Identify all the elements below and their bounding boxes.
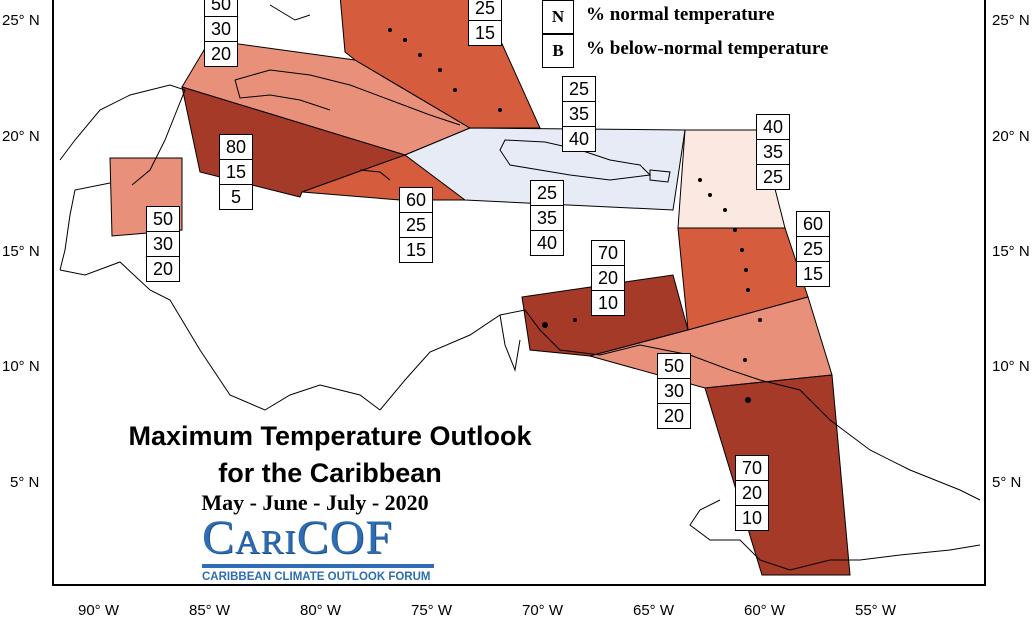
- prob-box-trinidad: 50 30 20: [657, 353, 691, 429]
- lon-label-75w: 75° W: [411, 602, 453, 619]
- prob-above: 60: [802, 214, 824, 234]
- lat-label-20n-right: 20° N: [992, 128, 1030, 145]
- forecast-period: May - June - July - 2020: [201, 490, 429, 515]
- map-title-line1: Maximum Temperature Outlook: [128, 421, 532, 451]
- prob-above: 70: [741, 458, 763, 478]
- prob-normal: 25: [400, 212, 432, 237]
- prob-normal: 35: [563, 101, 595, 126]
- legend-label-below: % below-normal temperature: [586, 38, 829, 59]
- prob-above: 80: [225, 137, 247, 157]
- lon-label-90w: 90° W: [78, 602, 120, 619]
- lat-label-25n: 25° N: [2, 12, 40, 29]
- prob-below: 20: [205, 41, 237, 66]
- prob-below: 40: [563, 126, 595, 151]
- lon-label-55w: 55° W: [855, 602, 897, 619]
- prob-above: 25: [536, 183, 558, 203]
- prob-box-western-cuba: 80 15 5: [219, 134, 253, 210]
- prob-below: 25: [757, 164, 789, 189]
- prob-box-belize: 50 30 20: [146, 206, 180, 282]
- lat-label-5n-right: 5° N: [992, 474, 1022, 491]
- lat-label-20n: 20° N: [2, 128, 40, 145]
- map-title: Maximum Temperature Outlook for the Cari…: [60, 418, 600, 492]
- prob-above: 25: [568, 79, 590, 99]
- prob-below: 15: [797, 261, 829, 286]
- prob-box-jamaica: 60 25 15: [399, 187, 433, 263]
- prob-above: 50: [152, 209, 174, 229]
- lat-label-10n: 10° N: [2, 358, 40, 375]
- prob-box-windwards: 60 25 15: [796, 211, 830, 287]
- prob-above: 40: [762, 117, 784, 137]
- lat-label-10n-right: 10° N: [992, 358, 1030, 375]
- lat-label-25n-right: 25° N: [992, 12, 1030, 29]
- prob-box-bahamas-east: 25 15: [468, 0, 502, 46]
- prob-above: 50: [663, 356, 685, 376]
- lat-label-5n: 5° N: [10, 474, 40, 491]
- lon-label-65w: 65° W: [633, 602, 675, 619]
- legend-label-normal: % normal temperature: [586, 4, 775, 25]
- prob-box-hispaniola: 25 35 40: [530, 180, 564, 256]
- logo-underline: [202, 564, 434, 568]
- prob-box-bahamas-west: 50 30 20: [204, 0, 238, 67]
- prob-normal: 35: [531, 205, 563, 230]
- prob-box-guianas: 70 20 10: [735, 455, 769, 531]
- legend-key-normal: N: [542, 0, 574, 34]
- prob-normal: 20: [736, 480, 768, 505]
- prob-normal: 30: [205, 16, 237, 41]
- prob-normal: 20: [592, 265, 624, 290]
- prob-below: 15: [400, 237, 432, 262]
- lon-label-70w: 70° W: [522, 602, 564, 619]
- small-islands: [388, 28, 762, 403]
- coastlines: [59, 4, 981, 571]
- prob-box-hispaniola-north: 25 35 40: [562, 76, 596, 152]
- prob-normal: 30: [658, 378, 690, 403]
- prob-above: 60: [405, 190, 427, 210]
- prob-box-northern-leewards: 40 35 25: [756, 114, 790, 190]
- prob-normal: 30: [147, 231, 179, 256]
- lat-label-15n: 15° N: [2, 243, 40, 260]
- prob-above: 50: [210, 0, 232, 14]
- prob-above: 70: [597, 243, 619, 263]
- prob-normal: 25: [474, 0, 496, 18]
- lon-label-85w: 85° W: [189, 602, 231, 619]
- logo-name: CariCOF: [202, 511, 393, 564]
- prob-box-abc-islands: 70 20 10: [591, 240, 625, 316]
- prob-below: 10: [736, 505, 768, 530]
- prob-normal: 15: [220, 159, 252, 184]
- prob-below: 5: [220, 184, 252, 209]
- lon-label-80w: 80° W: [300, 602, 342, 619]
- lat-label-15n-right: 15° N: [992, 243, 1030, 260]
- map-frame: [52, 0, 986, 586]
- prob-normal: 35: [757, 139, 789, 164]
- map-title-line2: for the Caribbean: [218, 458, 442, 488]
- legend-key-below: B: [542, 34, 574, 68]
- lon-label-60w: 60° W: [744, 602, 786, 619]
- prob-below: 10: [592, 290, 624, 315]
- prob-below: 20: [147, 256, 179, 281]
- zone-hispaniola: [403, 127, 686, 211]
- prob-normal: 25: [797, 236, 829, 261]
- caricof-logo: CariCOF CARIBBEAN CLIMATE OUTLOOK FORUM: [202, 514, 434, 583]
- prob-below: 40: [531, 230, 563, 255]
- prob-below: 15: [469, 20, 501, 45]
- prob-below: 20: [658, 403, 690, 428]
- logo-tagline: CARIBBEAN CLIMATE OUTLOOK FORUM: [202, 571, 431, 583]
